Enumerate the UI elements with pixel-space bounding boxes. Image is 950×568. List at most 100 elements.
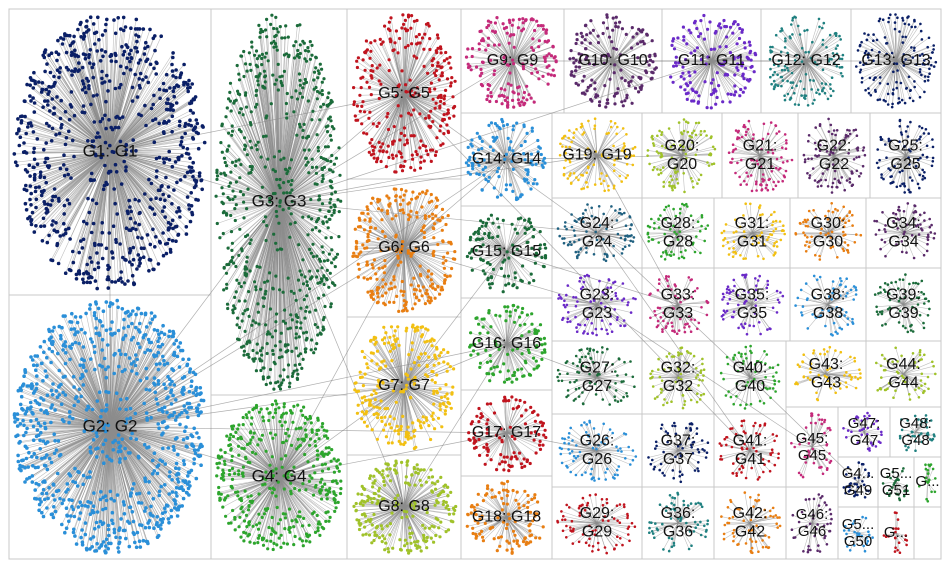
node[interactable] — [120, 44, 124, 49]
node[interactable] — [158, 241, 162, 245]
node[interactable] — [131, 531, 136, 535]
node[interactable] — [131, 309, 135, 313]
node[interactable] — [16, 117, 20, 121]
node[interactable] — [298, 362, 302, 366]
node[interactable] — [138, 545, 143, 549]
node[interactable] — [315, 97, 319, 101]
node[interactable] — [290, 374, 294, 378]
node[interactable] — [42, 339, 47, 344]
node[interactable] — [240, 319, 244, 323]
node[interactable] — [77, 250, 81, 255]
node[interactable] — [40, 239, 45, 243]
node[interactable] — [189, 204, 194, 208]
node[interactable] — [162, 362, 167, 367]
node[interactable] — [150, 207, 155, 211]
node[interactable] — [265, 342, 269, 346]
node[interactable] — [310, 157, 314, 161]
node[interactable] — [156, 339, 160, 344]
node[interactable] — [316, 333, 320, 337]
node[interactable] — [321, 173, 325, 178]
node[interactable] — [171, 74, 175, 78]
node[interactable] — [31, 86, 36, 90]
node[interactable] — [295, 24, 299, 28]
node[interactable] — [188, 219, 193, 224]
node[interactable] — [279, 348, 283, 352]
node[interactable] — [266, 279, 270, 283]
node[interactable] — [156, 533, 161, 538]
node[interactable] — [276, 30, 280, 34]
node[interactable] — [241, 113, 245, 117]
node[interactable] — [72, 403, 76, 408]
node[interactable] — [301, 258, 305, 262]
node[interactable] — [97, 331, 101, 336]
node[interactable] — [287, 385, 292, 389]
node[interactable] — [188, 370, 192, 374]
node[interactable] — [263, 55, 267, 59]
node[interactable] — [27, 163, 32, 167]
node[interactable] — [163, 483, 167, 487]
node[interactable] — [49, 360, 53, 365]
node[interactable] — [73, 466, 77, 471]
node[interactable] — [98, 119, 103, 124]
node[interactable] — [104, 403, 109, 407]
node[interactable] — [248, 139, 252, 143]
node[interactable] — [262, 69, 266, 73]
node[interactable] — [127, 544, 132, 549]
node[interactable] — [84, 270, 89, 274]
node[interactable] — [271, 73, 275, 77]
node[interactable] — [314, 56, 318, 60]
node[interactable] — [47, 327, 51, 332]
node[interactable] — [236, 316, 240, 320]
node[interactable] — [184, 225, 189, 229]
node[interactable] — [117, 445, 121, 450]
node[interactable] — [278, 387, 283, 391]
node[interactable] — [54, 230, 59, 234]
node[interactable] — [80, 528, 84, 532]
node[interactable] — [100, 522, 105, 526]
node[interactable] — [262, 366, 266, 370]
node[interactable] — [305, 305, 309, 309]
node[interactable] — [128, 205, 132, 209]
node[interactable] — [245, 207, 249, 211]
node[interactable] — [183, 408, 187, 413]
node[interactable] — [52, 505, 56, 509]
node[interactable] — [69, 346, 73, 350]
node[interactable] — [122, 317, 126, 322]
node[interactable] — [198, 391, 203, 396]
node[interactable] — [80, 79, 85, 83]
node[interactable] — [69, 176, 73, 180]
node[interactable] — [126, 519, 130, 524]
node[interactable] — [45, 62, 49, 66]
node[interactable] — [46, 496, 50, 501]
node[interactable] — [327, 91, 331, 95]
node[interactable] — [297, 72, 301, 76]
node[interactable] — [29, 219, 33, 223]
node[interactable] — [138, 210, 142, 215]
node[interactable] — [60, 325, 64, 330]
node[interactable] — [52, 106, 56, 110]
node[interactable] — [275, 214, 279, 218]
node[interactable] — [87, 55, 91, 59]
node[interactable] — [256, 310, 260, 314]
node[interactable] — [264, 134, 268, 138]
node[interactable] — [261, 543, 266, 547]
node[interactable] — [300, 95, 305, 99]
node[interactable] — [180, 504, 184, 508]
node[interactable] — [167, 119, 171, 123]
node[interactable] — [57, 385, 61, 389]
node[interactable] — [124, 226, 129, 230]
node[interactable] — [104, 99, 108, 104]
node[interactable] — [242, 281, 246, 285]
node[interactable] — [264, 51, 268, 55]
node[interactable] — [169, 402, 174, 406]
node[interactable] — [223, 160, 227, 165]
node[interactable] — [154, 362, 159, 367]
node[interactable] — [96, 525, 101, 529]
node[interactable] — [237, 158, 241, 162]
node[interactable] — [115, 212, 119, 216]
node[interactable] — [316, 325, 320, 329]
node[interactable] — [121, 336, 126, 340]
node[interactable] — [14, 434, 18, 439]
node[interactable] — [134, 227, 138, 232]
node[interactable] — [321, 422, 325, 426]
